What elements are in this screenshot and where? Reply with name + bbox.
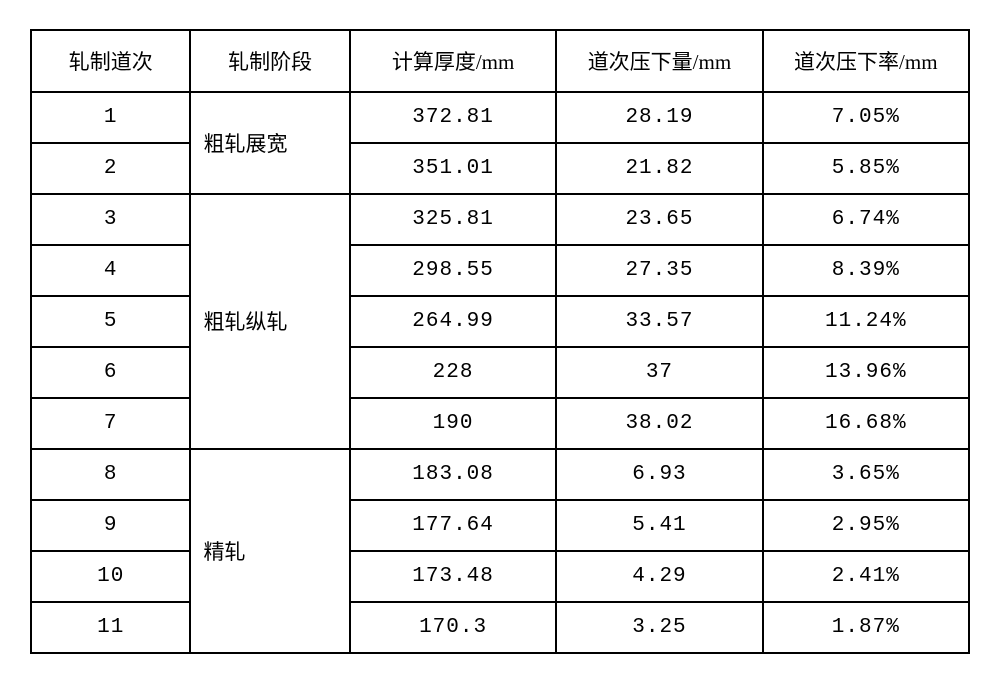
cell-pass: 2 <box>31 143 190 194</box>
cell-thickness: 264.99 <box>350 296 556 347</box>
cell-thickness: 298.55 <box>350 245 556 296</box>
cell-rate: 1.87% <box>763 602 969 653</box>
cell-rate: 2.95% <box>763 500 969 551</box>
cell-rate: 16.68% <box>763 398 969 449</box>
table-row: 10 173.48 4.29 2.41% <box>31 551 969 602</box>
cell-rate: 7.05% <box>763 92 969 143</box>
cell-thickness: 372.81 <box>350 92 556 143</box>
cell-rate: 3.65% <box>763 449 969 500</box>
table-header-row: 轧制道次 轧制阶段 计算厚度/mm 道次压下量/mm 道次压下率/mm <box>31 30 969 92</box>
cell-thickness: 325.81 <box>350 194 556 245</box>
table-row: 7 190 38.02 16.68% <box>31 398 969 449</box>
rolling-schedule-table-container: 轧制道次 轧制阶段 计算厚度/mm 道次压下量/mm 道次压下率/mm 1 粗轧… <box>30 29 970 654</box>
cell-pass: 10 <box>31 551 190 602</box>
table-row: 6 228 37 13.96% <box>31 347 969 398</box>
cell-thickness: 183.08 <box>350 449 556 500</box>
table-row: 1 粗轧展宽 372.81 28.19 7.05% <box>31 92 969 143</box>
table-row: 4 298.55 27.35 8.39% <box>31 245 969 296</box>
cell-reduction: 33.57 <box>556 296 762 347</box>
rolling-schedule-table: 轧制道次 轧制阶段 计算厚度/mm 道次压下量/mm 道次压下率/mm 1 粗轧… <box>30 29 970 654</box>
header-thickness: 计算厚度/mm <box>350 30 556 92</box>
cell-rate: 13.96% <box>763 347 969 398</box>
cell-stage: 粗轧展宽 <box>190 92 349 194</box>
table-row: 11 170.3 3.25 1.87% <box>31 602 969 653</box>
cell-thickness: 190 <box>350 398 556 449</box>
cell-rate: 8.39% <box>763 245 969 296</box>
cell-thickness: 228 <box>350 347 556 398</box>
cell-pass: 11 <box>31 602 190 653</box>
table-row: 3 粗轧纵轧 325.81 23.65 6.74% <box>31 194 969 245</box>
cell-reduction: 3.25 <box>556 602 762 653</box>
cell-reduction: 23.65 <box>556 194 762 245</box>
cell-rate: 11.24% <box>763 296 969 347</box>
cell-reduction: 27.35 <box>556 245 762 296</box>
cell-rate: 2.41% <box>763 551 969 602</box>
cell-reduction: 28.19 <box>556 92 762 143</box>
cell-reduction: 38.02 <box>556 398 762 449</box>
header-rate: 道次压下率/mm <box>763 30 969 92</box>
cell-thickness: 351.01 <box>350 143 556 194</box>
cell-pass: 7 <box>31 398 190 449</box>
cell-pass: 3 <box>31 194 190 245</box>
cell-pass: 9 <box>31 500 190 551</box>
table-row: 2 351.01 21.82 5.85% <box>31 143 969 194</box>
cell-thickness: 177.64 <box>350 500 556 551</box>
cell-thickness: 173.48 <box>350 551 556 602</box>
cell-reduction: 4.29 <box>556 551 762 602</box>
cell-reduction: 6.93 <box>556 449 762 500</box>
table-row: 8 精轧 183.08 6.93 3.65% <box>31 449 969 500</box>
cell-rate: 5.85% <box>763 143 969 194</box>
cell-pass: 5 <box>31 296 190 347</box>
header-reduction: 道次压下量/mm <box>556 30 762 92</box>
cell-stage: 粗轧纵轧 <box>190 194 349 449</box>
cell-pass: 6 <box>31 347 190 398</box>
cell-reduction: 37 <box>556 347 762 398</box>
header-pass: 轧制道次 <box>31 30 190 92</box>
cell-reduction: 21.82 <box>556 143 762 194</box>
cell-stage: 精轧 <box>190 449 349 653</box>
table-row: 9 177.64 5.41 2.95% <box>31 500 969 551</box>
header-stage: 轧制阶段 <box>190 30 349 92</box>
cell-reduction: 5.41 <box>556 500 762 551</box>
cell-thickness: 170.3 <box>350 602 556 653</box>
cell-pass: 1 <box>31 92 190 143</box>
cell-pass: 8 <box>31 449 190 500</box>
cell-rate: 6.74% <box>763 194 969 245</box>
table-row: 5 264.99 33.57 11.24% <box>31 296 969 347</box>
cell-pass: 4 <box>31 245 190 296</box>
